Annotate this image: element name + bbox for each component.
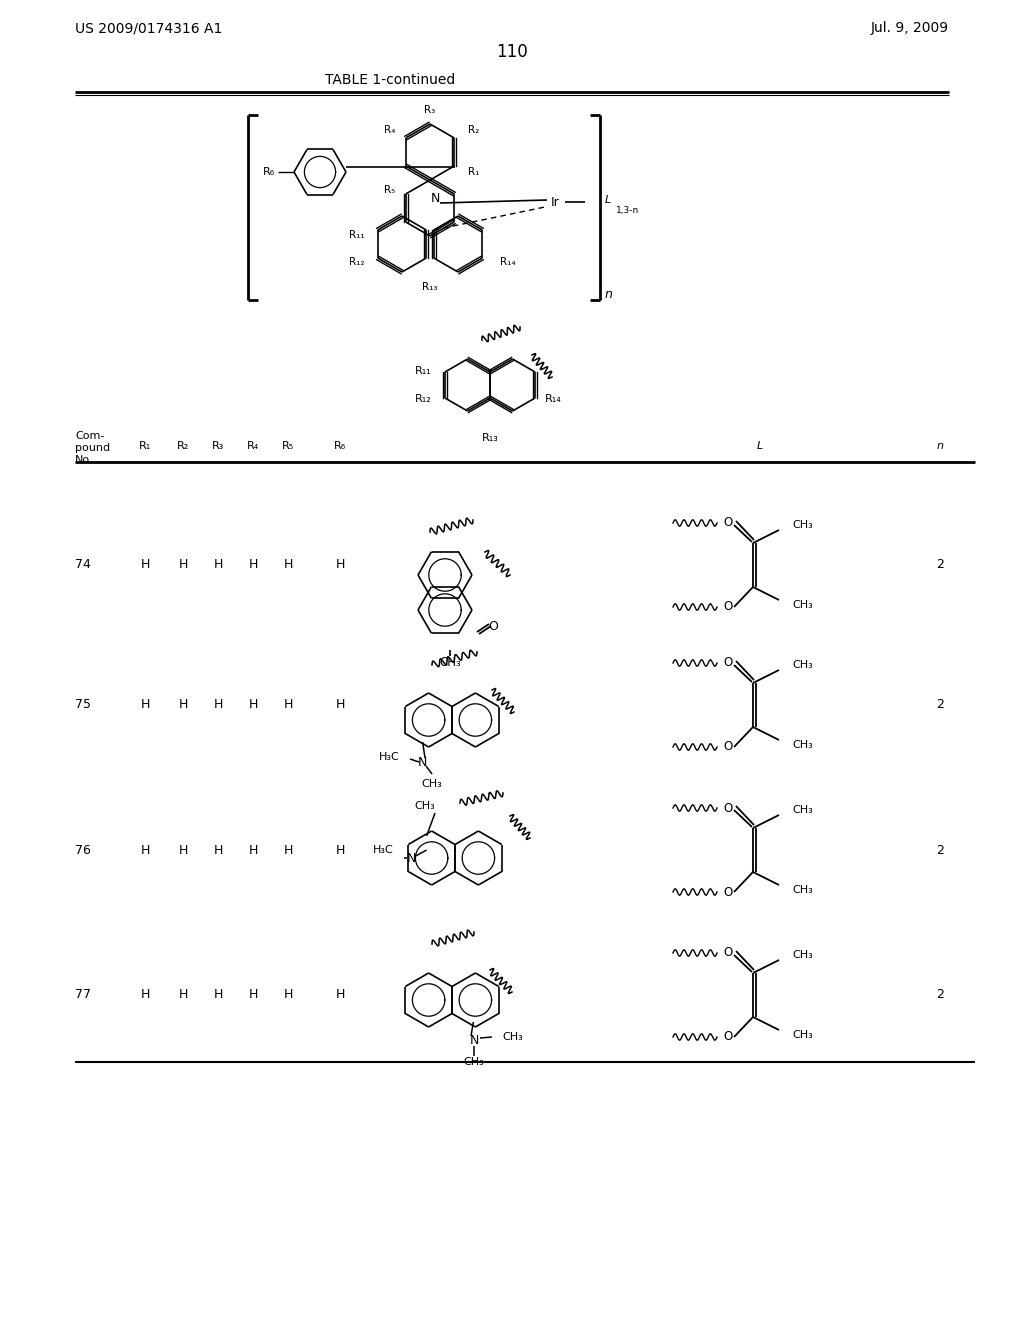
Text: R₆: R₆ xyxy=(334,441,346,451)
Text: H: H xyxy=(213,698,222,711)
Text: CH₃: CH₃ xyxy=(792,520,813,531)
Text: N: N xyxy=(407,851,417,865)
Text: 2: 2 xyxy=(936,843,944,857)
Text: CH₃: CH₃ xyxy=(792,601,813,610)
Text: N: N xyxy=(430,191,439,205)
Text: CH₃: CH₃ xyxy=(792,950,813,960)
Text: H: H xyxy=(213,558,222,572)
Text: R₆: R₆ xyxy=(263,168,275,177)
Text: Ir: Ir xyxy=(551,195,559,209)
Text: H: H xyxy=(248,698,258,711)
Text: N: N xyxy=(469,1034,478,1047)
Text: R₁₄: R₁₄ xyxy=(500,257,516,267)
Text: R₂: R₂ xyxy=(468,125,479,135)
Text: No.: No. xyxy=(75,455,93,465)
Text: CH₃: CH₃ xyxy=(464,1057,484,1067)
Text: H: H xyxy=(248,843,258,857)
Text: Jul. 9, 2009: Jul. 9, 2009 xyxy=(870,21,949,36)
Text: R₄: R₄ xyxy=(384,125,395,135)
Text: n: n xyxy=(605,289,613,301)
Text: H: H xyxy=(284,558,293,572)
Text: CH₃: CH₃ xyxy=(792,884,813,895)
Text: R₁: R₁ xyxy=(139,441,152,451)
Text: H: H xyxy=(335,843,345,857)
Text: US 2009/0174316 A1: US 2009/0174316 A1 xyxy=(75,21,222,36)
Text: H: H xyxy=(284,989,293,1002)
Text: R₄: R₄ xyxy=(247,441,259,451)
Text: R₅: R₅ xyxy=(282,441,294,451)
Text: TABLE 1-continued: TABLE 1-continued xyxy=(325,73,455,87)
Text: O: O xyxy=(723,886,732,899)
Text: R₅: R₅ xyxy=(384,185,395,195)
Text: H: H xyxy=(335,989,345,1002)
Text: 74: 74 xyxy=(75,558,91,572)
Text: pound: pound xyxy=(75,444,111,453)
Text: H: H xyxy=(140,989,150,1002)
Text: H: H xyxy=(178,843,187,857)
Text: CH₃: CH₃ xyxy=(792,1030,813,1040)
Text: L: L xyxy=(605,195,611,205)
Text: R₁₃: R₁₃ xyxy=(422,282,437,292)
Text: 2: 2 xyxy=(936,989,944,1002)
Text: R₁₃: R₁₃ xyxy=(481,433,499,444)
Text: H: H xyxy=(213,843,222,857)
Text: CH₃: CH₃ xyxy=(792,805,813,814)
Text: 2: 2 xyxy=(936,558,944,572)
Text: R₁₁: R₁₁ xyxy=(416,366,432,376)
Text: O: O xyxy=(723,656,732,669)
Text: R₁: R₁ xyxy=(468,168,479,177)
Text: H: H xyxy=(284,843,293,857)
Text: H: H xyxy=(248,558,258,572)
Text: 76: 76 xyxy=(75,843,91,857)
Text: H: H xyxy=(178,558,187,572)
Text: H: H xyxy=(335,698,345,711)
Text: O: O xyxy=(723,946,732,960)
Text: H: H xyxy=(140,558,150,572)
Text: CH₃: CH₃ xyxy=(439,656,461,668)
Text: H: H xyxy=(178,698,187,711)
Text: 75: 75 xyxy=(75,698,91,711)
Text: R₁₂: R₁₂ xyxy=(349,257,365,267)
Text: R₁₁: R₁₁ xyxy=(349,230,365,240)
Text: R₃: R₃ xyxy=(212,441,224,451)
Text: Com-: Com- xyxy=(75,432,104,441)
Text: H: H xyxy=(248,989,258,1002)
Text: H₃C: H₃C xyxy=(373,845,393,855)
Text: O: O xyxy=(723,741,732,754)
Text: O: O xyxy=(723,801,732,814)
Text: CH₃: CH₃ xyxy=(422,779,442,789)
Text: H₃C: H₃C xyxy=(379,752,400,762)
Text: CH₃: CH₃ xyxy=(792,660,813,671)
Text: L: L xyxy=(757,441,763,451)
Text: O: O xyxy=(723,1031,732,1044)
Text: H: H xyxy=(284,698,293,711)
Text: N: N xyxy=(418,755,427,768)
Text: H: H xyxy=(335,558,345,572)
Text: 1,3-n: 1,3-n xyxy=(616,206,639,215)
Text: CH₃: CH₃ xyxy=(415,801,435,810)
Text: R₃: R₃ xyxy=(424,106,435,115)
Text: H: H xyxy=(140,843,150,857)
Text: 2: 2 xyxy=(936,698,944,711)
Text: n: n xyxy=(937,441,943,451)
Text: R₁₄: R₁₄ xyxy=(545,393,562,404)
Text: O: O xyxy=(723,516,732,529)
Text: CH₃: CH₃ xyxy=(792,741,813,750)
Text: R₁₂: R₁₂ xyxy=(416,393,432,404)
Text: R₂: R₂ xyxy=(177,441,189,451)
Text: CH₃: CH₃ xyxy=(502,1032,522,1041)
Text: O: O xyxy=(488,620,498,634)
Text: H: H xyxy=(140,698,150,711)
Text: H: H xyxy=(213,989,222,1002)
Text: 110: 110 xyxy=(496,44,528,61)
Text: O: O xyxy=(723,601,732,614)
Text: 77: 77 xyxy=(75,989,91,1002)
Text: H: H xyxy=(178,989,187,1002)
